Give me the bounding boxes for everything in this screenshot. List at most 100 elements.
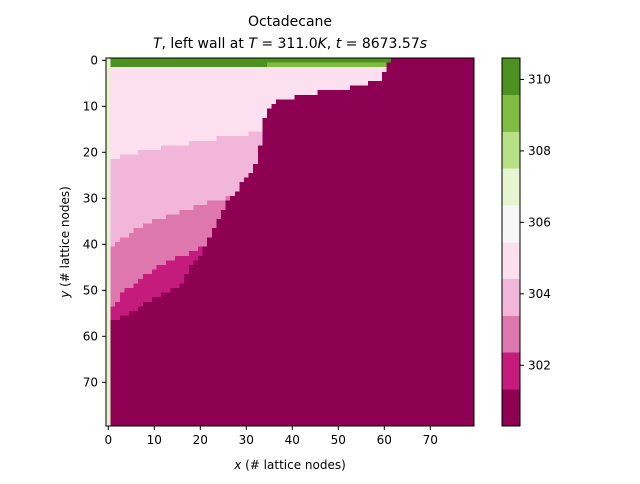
heatmap-cell [188, 251, 203, 257]
heatmap-cell [106, 214, 111, 220]
heatmap-cell [165, 214, 222, 220]
heatmap-cell [262, 127, 475, 132]
heatmap-cell [110, 191, 236, 197]
heatmap-cell [106, 421, 111, 427]
heatmap-cell [110, 85, 351, 91]
heatmap-cell [221, 209, 475, 215]
chart-title-line2: T, left wall at T = 311.0K, t = 8673.57s [153, 36, 427, 52]
heatmap-cell [156, 265, 190, 270]
heatmap-cell [110, 108, 268, 114]
heatmap-cell [110, 288, 125, 293]
heatmap-cell [152, 297, 475, 303]
heatmap-cell [106, 389, 111, 395]
heatmap-cell [207, 237, 475, 243]
heatmap-cell [207, 242, 475, 247]
heatmap-cell [106, 357, 111, 362]
heatmap-cell [106, 127, 111, 132]
heatmap-cell [106, 380, 111, 385]
heatmap-cell [106, 85, 111, 91]
heatmap-cell [106, 209, 111, 215]
heatmap-cell [110, 347, 475, 353]
heatmap-cell [110, 127, 263, 132]
heatmap-cell [106, 366, 111, 372]
heatmap-cell [207, 200, 226, 206]
colorbar-tick-label: 304 [528, 287, 551, 301]
heatmap-cell [106, 223, 111, 229]
heatmap-cell [248, 173, 475, 178]
heatmap-cell [115, 301, 144, 307]
colorbar-tick-label: 308 [528, 144, 551, 158]
heatmap-cell [110, 416, 475, 422]
heatmap-cell [110, 375, 475, 381]
colorbar-tick-label: 306 [528, 215, 551, 229]
heatmap-cell [110, 90, 318, 96]
x-axis-ticks: 0 10 20 30 40 50 60 70 [104, 426, 438, 447]
heatmap-cells [106, 58, 475, 427]
heatmap-cell [244, 177, 475, 183]
heatmap-cell [106, 232, 111, 238]
heatmap-cell [110, 380, 475, 385]
heatmap-cell [106, 219, 111, 224]
heatmap-cell [106, 182, 111, 188]
heatmap-cell [106, 393, 111, 399]
heatmap-cell [368, 81, 475, 86]
heatmap-cell [106, 260, 111, 266]
heatmap-cell [110, 366, 475, 372]
heatmap-cell [110, 62, 268, 68]
heatmap-cell [110, 163, 254, 169]
colorbar [502, 58, 520, 427]
y-tick-label: 0 [90, 53, 98, 67]
heatmap-cell [239, 182, 475, 188]
x-axis-label: x (# lattice nodes) [233, 458, 346, 472]
heatmap-cell [267, 108, 475, 114]
heatmap-cell [257, 145, 475, 151]
heatmap-cell [262, 117, 475, 123]
heatmap-cell [106, 113, 111, 119]
heatmap-cell [110, 324, 475, 330]
heatmap-cell [106, 288, 111, 293]
heatmap-cell [253, 168, 475, 174]
heatmap-cell [106, 173, 111, 178]
heatmap-cell [110, 274, 144, 280]
heatmap-cell [262, 136, 475, 142]
heatmap-cell [106, 301, 111, 307]
heatmap-cell [106, 334, 111, 339]
heatmap-cell [110, 338, 475, 344]
heatmap-cell [110, 214, 167, 220]
heatmap-cell [119, 237, 208, 243]
heatmap-cell [106, 416, 111, 422]
heatmap-cell [106, 145, 111, 151]
heatmap-cell [170, 288, 475, 293]
heatmap-cell [110, 67, 387, 73]
heatmap-cell [106, 117, 111, 123]
heatmap-cell [262, 122, 475, 128]
heatmap-cell [106, 150, 111, 155]
heatmap-cell [110, 177, 245, 183]
heatmap-cell [106, 58, 111, 63]
heatmap-cell [106, 154, 111, 160]
heatmap-cell [257, 150, 475, 155]
heatmap-cell [110, 237, 121, 243]
colorbar-segment [502, 205, 520, 243]
heatmap-cell [106, 159, 111, 165]
heatmap-cell [106, 136, 111, 142]
heatmap-cell [106, 274, 111, 280]
heatmap-cell [202, 246, 475, 252]
heatmap-cell [253, 163, 475, 169]
heatmap-cell [262, 131, 475, 137]
heatmap-cell [271, 104, 475, 109]
heatmap-cell [119, 297, 153, 303]
heatmap-cell [106, 311, 111, 316]
heatmap-cell [110, 117, 263, 123]
heatmap-cell [110, 384, 475, 390]
y-tick-label: 20 [83, 145, 98, 159]
colorbar-segment [502, 94, 520, 132]
y-axis-label: y (# lattice nodes) [58, 186, 72, 299]
x-tick-label: 60 [377, 433, 392, 447]
heatmap-cell [106, 375, 111, 381]
heatmap-cell [110, 407, 475, 413]
heatmap-cell [106, 412, 111, 418]
heatmap-cell [106, 76, 111, 82]
heatmap-cell [119, 315, 475, 321]
heatmap-cell [234, 191, 475, 197]
